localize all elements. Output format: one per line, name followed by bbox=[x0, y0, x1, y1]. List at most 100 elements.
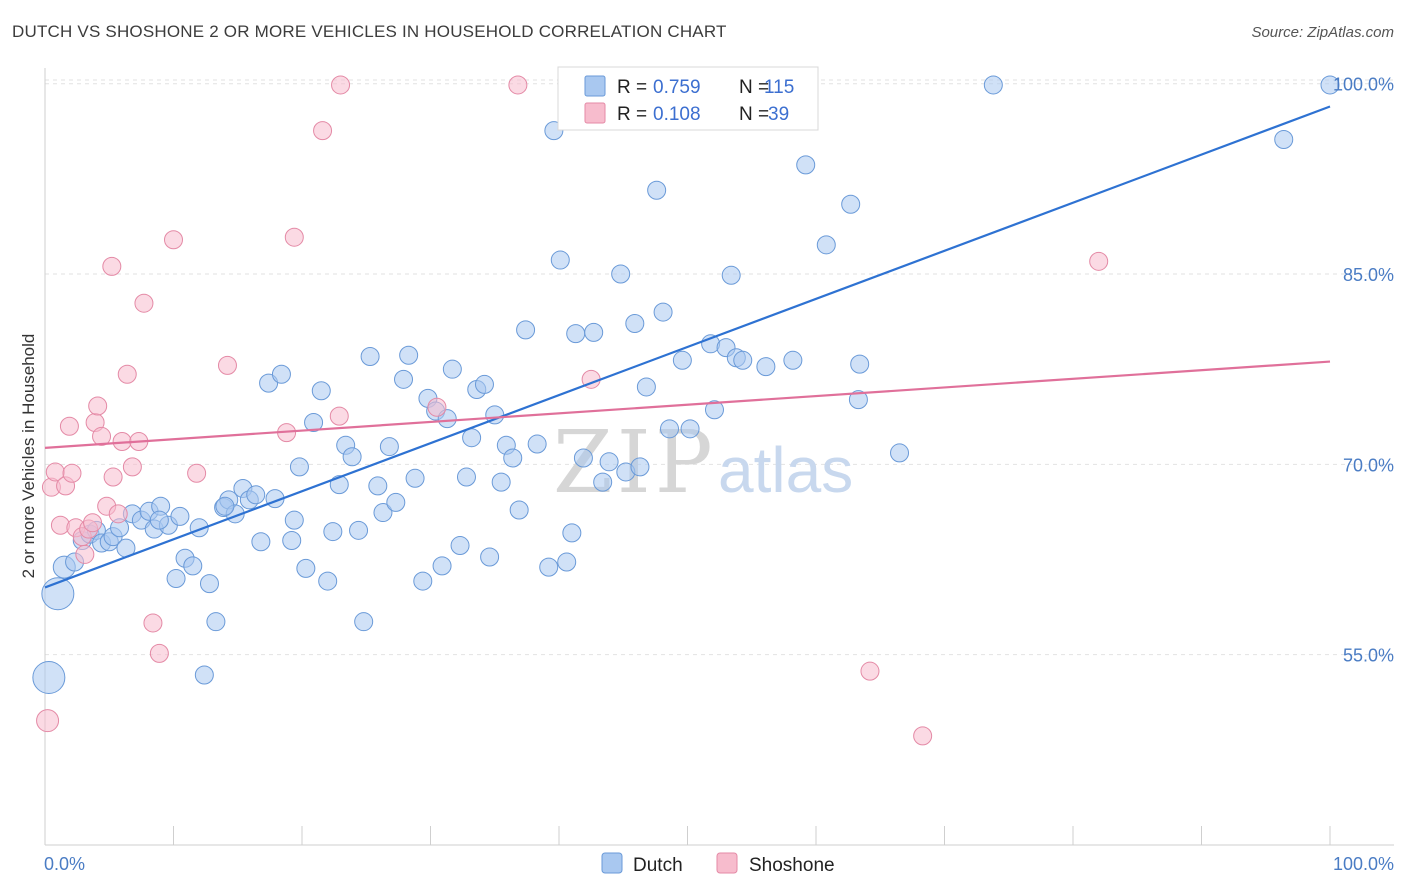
y-tick-labels: 100.0% 85.0% 70.0% 55.0% bbox=[1333, 75, 1394, 666]
shoshone-points bbox=[36, 75, 1109, 746]
legend-shoshone-r-label: R = bbox=[617, 104, 647, 125]
x-tick-min: 0.0% bbox=[44, 854, 85, 874]
legend-swatch-shoshone bbox=[584, 102, 606, 124]
dutch-point-25 bbox=[206, 612, 226, 632]
x-tick-max: 100.0% bbox=[1333, 854, 1394, 874]
axes bbox=[44, 68, 1394, 846]
dutch-point-39 bbox=[304, 412, 324, 432]
legend-dutch-n-label: N = bbox=[739, 77, 769, 98]
trend-lines bbox=[44, 105, 1331, 589]
watermark-atlas: atlas bbox=[718, 434, 853, 506]
dutch-point-38 bbox=[296, 558, 316, 578]
dutch-point-0 bbox=[32, 661, 66, 695]
shoshone-point-25 bbox=[149, 643, 169, 663]
shoshone-point-31 bbox=[313, 121, 333, 141]
shoshone-point-34 bbox=[427, 397, 447, 417]
bottom-legend-swatch-shoshone bbox=[716, 852, 738, 874]
dutch-point-114 bbox=[562, 523, 582, 543]
dutch-point-21 bbox=[183, 556, 203, 576]
dutch-point-36 bbox=[282, 530, 302, 550]
legend-dutch-n-value: 115 bbox=[764, 77, 794, 98]
dutch-point-69 bbox=[491, 472, 511, 492]
shoshone-point-39 bbox=[1089, 251, 1109, 271]
dutch-point-100 bbox=[756, 357, 776, 377]
dutch-point-87 bbox=[630, 457, 650, 477]
dutch-point-45 bbox=[342, 447, 362, 467]
dutch-point-62 bbox=[450, 536, 470, 556]
dutch-point-24 bbox=[199, 574, 219, 594]
shoshone-point-21 bbox=[122, 457, 142, 477]
dutch-points bbox=[32, 75, 1340, 695]
shoshone-trend-line bbox=[44, 360, 1331, 449]
dutch-point-74 bbox=[527, 434, 547, 454]
dutch-point-90 bbox=[653, 302, 673, 322]
legend-swatch-dutch bbox=[584, 75, 606, 97]
dutch-point-78 bbox=[557, 552, 577, 572]
shoshone-point-38 bbox=[913, 726, 933, 746]
dutch-point-89 bbox=[647, 180, 667, 200]
legend-shoshone-r-value: 0.108 bbox=[653, 104, 701, 125]
shoshone-point-33 bbox=[331, 75, 351, 95]
dutch-point-111 bbox=[149, 510, 169, 530]
dutch-point-110 bbox=[1320, 75, 1340, 95]
dutch-point-23 bbox=[194, 665, 214, 685]
dutch-point-77 bbox=[550, 250, 570, 270]
dutch-point-40 bbox=[311, 381, 331, 401]
shoshone-point-17 bbox=[103, 467, 123, 487]
shoshone-point-28 bbox=[217, 355, 237, 375]
dutch-point-92 bbox=[672, 350, 692, 370]
dutch-point-54 bbox=[399, 345, 419, 365]
bottom-legend-shoshone: Shoshone bbox=[749, 855, 835, 876]
dutch-point-52 bbox=[386, 492, 406, 512]
dutch-point-75 bbox=[539, 557, 559, 577]
dutch-point-31 bbox=[246, 485, 266, 505]
dutch-point-101 bbox=[783, 350, 803, 370]
correlation-legend: R = 0.759 N = 115 R = 0.108 N = 39 bbox=[557, 66, 819, 131]
dutch-point-59 bbox=[432, 556, 452, 576]
shoshone-point-23 bbox=[134, 293, 154, 313]
shoshone-point-6 bbox=[62, 463, 82, 483]
legend-dutch-r-value: 0.759 bbox=[653, 77, 701, 98]
dutch-point-79 bbox=[566, 324, 586, 344]
dutch-point-102 bbox=[796, 155, 816, 175]
legend-shoshone-n-label: N = bbox=[739, 104, 769, 125]
dutch-point-95 bbox=[704, 400, 724, 420]
dutch-point-105 bbox=[848, 390, 868, 410]
dutch-point-84 bbox=[611, 264, 631, 284]
shoshone-point-30 bbox=[284, 227, 304, 247]
dutch-point-66 bbox=[474, 374, 494, 394]
legend-dutch-r-label: R = bbox=[617, 77, 647, 98]
dutch-point-99 bbox=[733, 350, 753, 370]
dutch-point-63 bbox=[456, 467, 476, 487]
dutch-point-18 bbox=[166, 569, 186, 589]
dutch-point-64 bbox=[462, 428, 482, 448]
dutch-point-112 bbox=[215, 496, 235, 516]
shoshone-point-24 bbox=[143, 613, 163, 633]
shoshone-point-13 bbox=[88, 396, 108, 416]
dutch-point-49 bbox=[368, 476, 388, 496]
dutch-point-113 bbox=[284, 510, 304, 530]
dutch-point-47 bbox=[354, 612, 374, 632]
dutch-point-108 bbox=[983, 75, 1003, 95]
dutch-point-106 bbox=[850, 354, 870, 374]
y-tick-label-1: 85.0% bbox=[1343, 265, 1394, 285]
dutch-point-86 bbox=[625, 314, 645, 334]
dutch-point-19 bbox=[170, 506, 190, 526]
dutch-point-61 bbox=[442, 359, 462, 379]
dutch-point-83 bbox=[599, 452, 619, 472]
dutch-point-55 bbox=[405, 468, 425, 488]
y-tick-label-0: 100.0% bbox=[1333, 75, 1394, 95]
dutch-point-71 bbox=[503, 448, 523, 468]
dutch-point-53 bbox=[394, 369, 414, 389]
bottom-legend-swatch-dutch bbox=[601, 852, 623, 874]
dutch-point-97 bbox=[721, 265, 741, 285]
dutch-point-80 bbox=[573, 448, 593, 468]
dutch-point-32 bbox=[251, 532, 271, 552]
dutch-point-42 bbox=[323, 522, 343, 542]
shoshone-point-27 bbox=[187, 463, 207, 483]
dutch-point-72 bbox=[509, 500, 529, 520]
dutch-point-46 bbox=[349, 520, 369, 540]
dutch-point-35 bbox=[271, 364, 291, 384]
y-tick-label-3: 55.0% bbox=[1343, 646, 1394, 666]
